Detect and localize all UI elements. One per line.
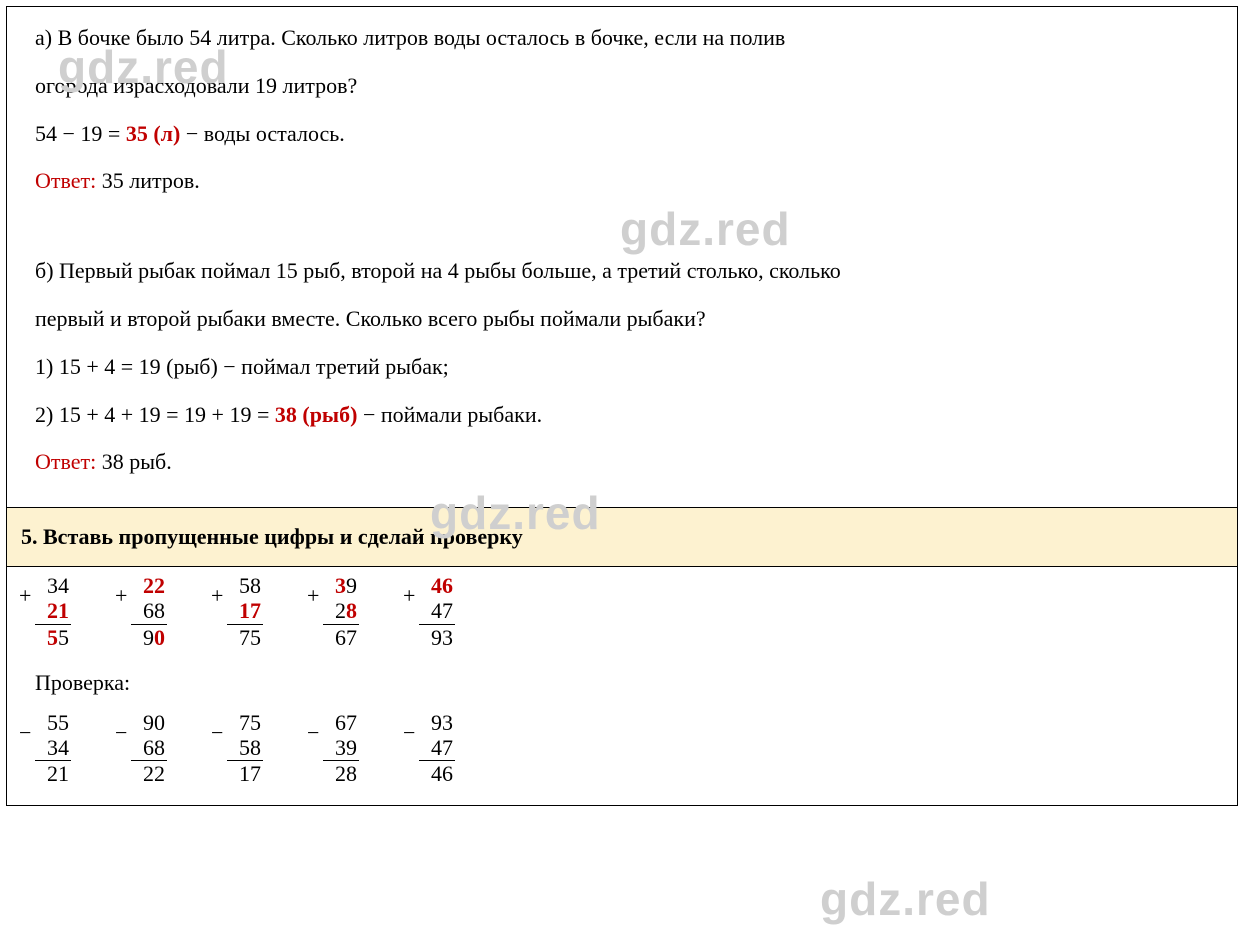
minuend: 93	[419, 710, 455, 735]
problem-b-line2: первый и второй рыбаки вместе. Сколько в…	[35, 298, 1209, 340]
check-label: Проверка:	[7, 654, 1237, 704]
problem-a-line1: а) В бочке было 54 литра. Сколько литров…	[35, 17, 1209, 59]
subtrahend: 39	[323, 735, 359, 761]
subtrahend: 34	[35, 735, 71, 761]
sum-result: 75	[227, 625, 263, 650]
minus-sign: −	[211, 720, 223, 745]
subtrahend: 47	[419, 735, 455, 761]
task5-header: 5. Вставь пропущенные цифры и сделай про…	[7, 507, 1237, 567]
step2-result-hl: 38 (рыб)	[275, 402, 358, 427]
difference: 28	[323, 761, 359, 786]
addition-column: +581775	[227, 573, 263, 650]
minus-sign: −	[115, 720, 127, 745]
answer-value: 38 рыб.	[96, 449, 171, 474]
addend-top: 34	[35, 573, 71, 598]
minuend: 90	[131, 710, 167, 735]
answer-value: 35 литров.	[96, 168, 200, 193]
addition-column: +392867	[323, 573, 359, 650]
sum-result: 55	[35, 625, 71, 650]
plus-sign: +	[307, 583, 319, 608]
addend-bottom: 17	[227, 598, 263, 624]
plus-sign: +	[19, 583, 31, 608]
plus-sign: +	[403, 583, 415, 608]
addend-top: 58	[227, 573, 263, 598]
problem-b-answer: Ответ: 38 рыб.	[35, 441, 1209, 483]
sum-result: 67	[323, 625, 359, 650]
calc-suffix: − воды осталось.	[180, 121, 344, 146]
checks-row: −553421−906822−755817−673928−934746	[7, 704, 1237, 805]
answer-label: Ответ:	[35, 168, 96, 193]
subtraction-column: −906822	[131, 710, 167, 787]
sum-result: 90	[131, 625, 167, 650]
minus-sign: −	[403, 720, 415, 745]
problem-b: б) Первый рыбак поймал 15 рыб, второй на…	[7, 226, 1237, 507]
subtrahend: 68	[131, 735, 167, 761]
problem-a-line2: огорода израсходовали 19 литров?	[35, 65, 1209, 107]
difference: 17	[227, 761, 263, 786]
plus-sign: +	[115, 583, 127, 608]
addend-bottom: 68	[131, 598, 167, 624]
plus-sign: +	[211, 583, 223, 608]
addition-column: +464793	[419, 573, 455, 650]
minus-sign: −	[19, 720, 31, 745]
addend-top: 46	[419, 573, 455, 598]
calc-prefix: 54 − 19 =	[35, 121, 126, 146]
subtraction-column: −553421	[35, 710, 71, 787]
problem-a: а) В бочке было 54 литра. Сколько литров…	[7, 7, 1237, 226]
minuend: 55	[35, 710, 71, 735]
answer-label: Ответ:	[35, 449, 96, 474]
subtraction-column: −755817	[227, 710, 263, 787]
step2-prefix: 2) 15 + 4 + 19 = 19 + 19 =	[35, 402, 275, 427]
addition-column: +342155	[35, 573, 71, 650]
addend-bottom: 21	[35, 598, 71, 624]
subtraction-column: −673928	[323, 710, 359, 787]
minuend: 67	[323, 710, 359, 735]
addend-bottom: 28	[323, 598, 359, 624]
sum-result: 93	[419, 625, 455, 650]
addend-top: 39	[323, 573, 359, 598]
minuend: 75	[227, 710, 263, 735]
subtrahend: 58	[227, 735, 263, 761]
minus-sign: −	[307, 720, 319, 745]
problem-a-answer: Ответ: 35 литров.	[35, 160, 1209, 202]
problem-b-line1: б) Первый рыбак поймал 15 рыб, второй на…	[35, 250, 1209, 292]
difference: 21	[35, 761, 71, 786]
problem-b-step2: 2) 15 + 4 + 19 = 19 + 19 = 38 (рыб) − по…	[35, 394, 1209, 436]
addition-column: +226890	[131, 573, 167, 650]
worksheet-frame: а) В бочке было 54 литра. Сколько литров…	[6, 6, 1238, 806]
calc-result-hl: 35 (л)	[126, 121, 181, 146]
problem-a-calc: 54 − 19 = 35 (л) − воды осталось.	[35, 113, 1209, 155]
watermark: gdz.red	[820, 856, 991, 943]
addend-bottom: 47	[419, 598, 455, 624]
additions-row: +342155+226890+581775+392867+464793	[7, 567, 1237, 650]
addend-top: 22	[131, 573, 167, 598]
difference: 22	[131, 761, 167, 786]
step2-suffix: − поймали рыбаки.	[357, 402, 542, 427]
difference: 46	[419, 761, 455, 786]
problem-b-step1: 1) 15 + 4 = 19 (рыб) − поймал третий рыб…	[35, 346, 1209, 388]
subtraction-column: −934746	[419, 710, 455, 787]
